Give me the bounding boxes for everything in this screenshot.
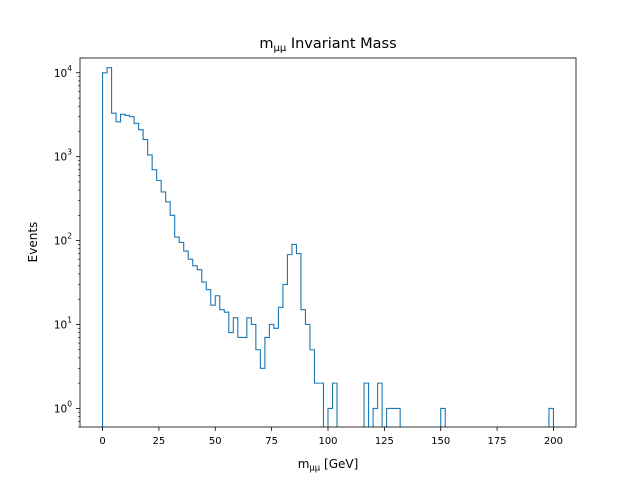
- x-tick-label: 175: [488, 436, 507, 447]
- y-tick-label: 101: [54, 315, 72, 331]
- y-tick-label: 102: [54, 232, 72, 248]
- x-tick-label: 0: [99, 436, 105, 447]
- x-tick-label: 100: [318, 436, 337, 447]
- x-tick-label: 75: [265, 436, 278, 447]
- y-axis-label: Events: [26, 222, 40, 263]
- histogram-step-line: [102, 67, 554, 427]
- x-axis: 0 25 50 75 100 125 150 175 200: [99, 427, 563, 447]
- chart-title: mμμ Invariant Mass: [259, 36, 396, 54]
- y-tick-label: 103: [54, 148, 72, 164]
- y-tick-label: 100: [54, 399, 72, 415]
- x-tick-label: 25: [153, 436, 166, 447]
- x-axis-label: mμμ [GeV]: [298, 457, 359, 474]
- x-tick-label: 150: [431, 436, 450, 447]
- y-axis: 100 101 102 103 104: [54, 64, 80, 428]
- x-tick-label: 200: [544, 436, 563, 447]
- x-tick-label: 125: [375, 436, 394, 447]
- x-tick-label: 50: [209, 436, 222, 447]
- y-tick-label: 104: [54, 64, 72, 80]
